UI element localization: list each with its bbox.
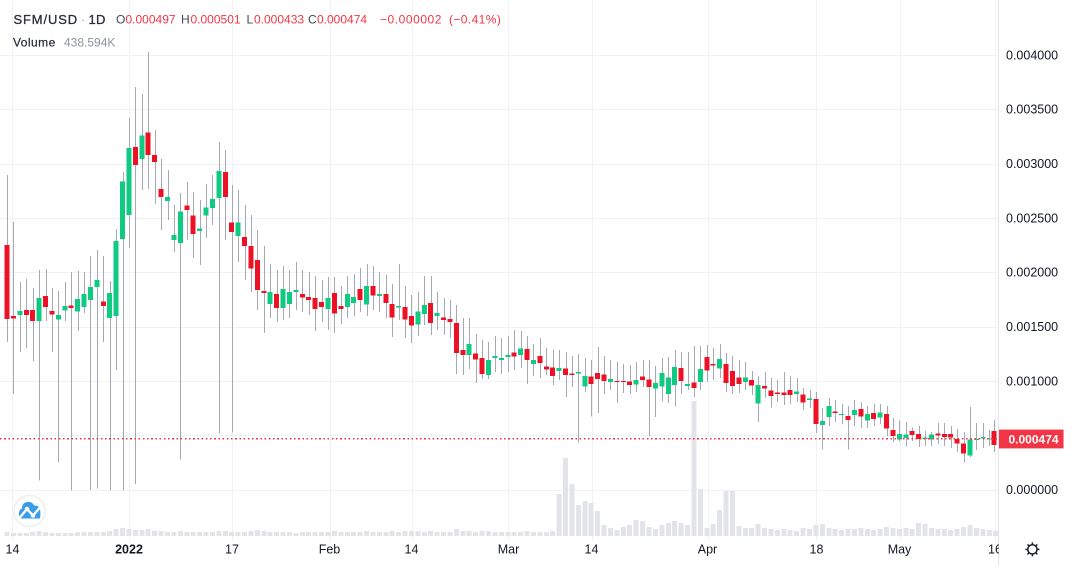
svg-text:14: 14 — [585, 543, 599, 557]
svg-text:1D: 1D — [89, 12, 106, 27]
svg-text:16: 16 — [988, 543, 1002, 557]
svg-text:SFM/USD: SFM/USD — [14, 12, 78, 27]
svg-text:Volume: Volume — [13, 36, 56, 50]
svg-text:L: L — [247, 13, 254, 27]
svg-text:(−0.41%): (−0.41%) — [449, 13, 501, 27]
svg-text:−0.000002: −0.000002 — [380, 13, 442, 27]
svg-text:·: · — [81, 13, 85, 27]
svg-text:Feb: Feb — [319, 543, 341, 557]
svg-text:17: 17 — [225, 543, 239, 557]
svg-text:14: 14 — [6, 543, 20, 557]
svg-text:0.002500: 0.002500 — [1006, 211, 1058, 225]
svg-text:H: H — [181, 13, 190, 27]
svg-text:18: 18 — [810, 543, 824, 557]
svg-text:0.000501: 0.000501 — [191, 13, 241, 27]
svg-text:14: 14 — [405, 543, 419, 557]
svg-text:O: O — [116, 13, 125, 27]
svg-text:Mar: Mar — [498, 543, 520, 557]
svg-text:May: May — [888, 543, 912, 557]
svg-text:0.001500: 0.001500 — [1006, 320, 1058, 334]
svg-text:2022: 2022 — [115, 543, 143, 557]
svg-text:0.004000: 0.004000 — [1006, 48, 1058, 62]
svg-text:0.000474: 0.000474 — [1009, 432, 1059, 446]
svg-text:0.000474: 0.000474 — [317, 13, 367, 27]
svg-text:0.003000: 0.003000 — [1006, 157, 1058, 171]
svg-text:0.000000: 0.000000 — [1006, 483, 1058, 497]
svg-text:0.000433: 0.000433 — [254, 13, 304, 27]
svg-text:Apr: Apr — [698, 543, 717, 557]
svg-text:0.000497: 0.000497 — [126, 13, 176, 27]
svg-text:0.002000: 0.002000 — [1006, 266, 1058, 280]
svg-text:0.001000: 0.001000 — [1006, 374, 1058, 388]
svg-text:0.003500: 0.003500 — [1006, 103, 1058, 117]
svg-text:438.594K: 438.594K — [64, 36, 115, 50]
svg-text:C: C — [308, 13, 317, 27]
